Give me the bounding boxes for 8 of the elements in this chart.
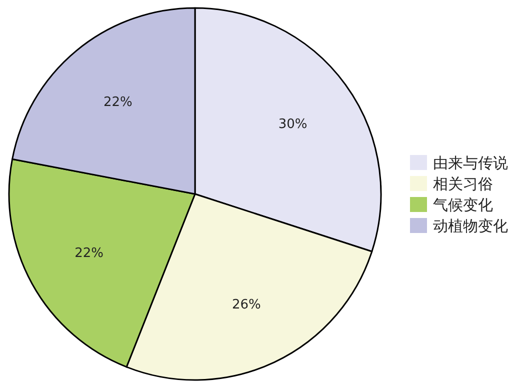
legend-label: 动植物变化 xyxy=(433,217,508,235)
data-label: 22% xyxy=(74,246,104,262)
data-label: 26% xyxy=(232,297,261,312)
legend-label: 由来与传说 xyxy=(433,154,508,172)
legend-label: 相关习俗 xyxy=(433,175,493,193)
legend-label: 气候变化 xyxy=(433,196,493,214)
data-label: 22% xyxy=(103,94,132,110)
data-label: 30% xyxy=(278,116,308,132)
